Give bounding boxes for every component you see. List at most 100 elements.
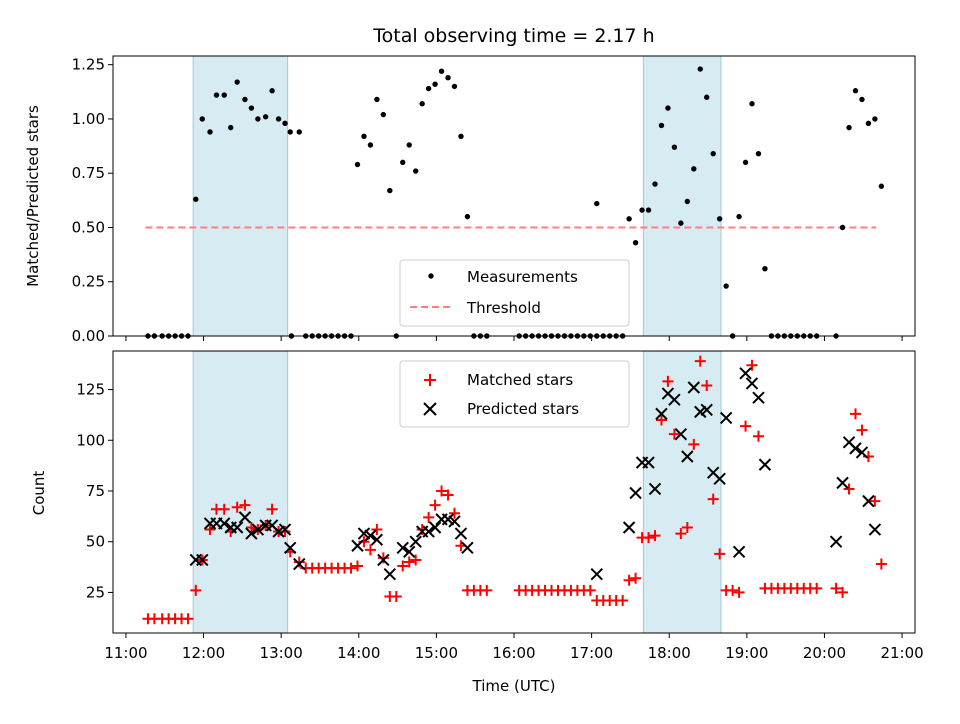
bottom-x-tick-label: 11:00 <box>104 644 147 662</box>
predicted-star-point <box>364 529 377 542</box>
measurement-point <box>269 88 275 94</box>
top-panel: 0.00 0.25 0.50 0.75 1.00 1.25 Matched/Predict… <box>24 55 916 345</box>
measurement-point <box>645 207 652 213</box>
matched-star-point <box>862 450 874 462</box>
predicted-star-point <box>739 367 752 380</box>
measurement-point <box>228 124 234 131</box>
measurement-point <box>445 75 451 81</box>
predicted-star-point <box>383 567 397 581</box>
measurement-point <box>400 159 406 166</box>
measurement-point <box>221 92 227 98</box>
predicted-star-point <box>642 456 655 469</box>
bottom-shaded-region <box>192 350 289 634</box>
predicted-star-point <box>461 541 474 554</box>
measurement-point <box>464 213 471 220</box>
bottom-x-tick-label: 15:00 <box>415 644 458 662</box>
matched-star-point <box>752 430 764 442</box>
predicted-star-point <box>422 525 435 538</box>
matched-star-point <box>668 428 680 440</box>
matched-star-point <box>707 493 719 505</box>
top-y-tick-label: 0.50 <box>72 218 105 236</box>
measurement-point <box>665 105 671 111</box>
matched-star-point <box>442 489 454 501</box>
measurement-point <box>213 92 220 98</box>
measurement-point <box>704 94 710 100</box>
matched-star-point <box>410 554 422 566</box>
measurement-point <box>865 120 872 126</box>
predicted-star-point <box>629 486 642 500</box>
predicted-star-point <box>862 494 875 508</box>
matched-star-point <box>811 582 823 594</box>
predicted-star-point <box>454 527 468 540</box>
predicted-star-point <box>655 407 668 421</box>
measurement-point <box>287 129 293 135</box>
matched-star-point <box>423 511 435 523</box>
measurement-point <box>387 187 393 194</box>
legend-marker-matched-stars <box>424 374 436 386</box>
predicted-star-point <box>829 535 843 548</box>
predicted-star-point <box>719 411 733 425</box>
matched-star-point <box>701 379 713 391</box>
measurement-point <box>419 101 425 107</box>
matched-star-point <box>436 485 448 497</box>
bottom-x-tick-label: 13:00 <box>260 644 303 662</box>
top-legend: Measurements Threshold <box>399 259 630 327</box>
measurement-point <box>755 150 762 157</box>
predicted-star-point <box>370 533 384 546</box>
bottom-legend-box <box>399 360 630 428</box>
predicted-star-point <box>409 535 422 548</box>
measurement-point <box>723 283 729 289</box>
measurement-point <box>234 79 240 85</box>
matched-star-point <box>746 359 758 371</box>
measurement-point <box>354 161 361 168</box>
predicted-star-point <box>713 472 726 486</box>
matched-star-point <box>371 524 383 536</box>
top-legend-box <box>399 259 630 327</box>
bottom-x-tick-label: 19:00 <box>725 644 768 662</box>
bottom-x-tick-label: 12:00 <box>182 644 225 662</box>
legend-label-matched-stars: Matched stars <box>467 371 573 389</box>
bottom-legend: Matched stars Predicted stars <box>399 360 630 428</box>
matched-star-point <box>675 528 687 540</box>
top-y-tick-label: 0.25 <box>72 273 105 291</box>
predicted-star-point <box>428 521 442 534</box>
measurement-point <box>458 133 464 140</box>
predicted-star-point <box>590 567 603 581</box>
matched-star-point <box>397 560 409 572</box>
matched-star-point <box>390 590 402 602</box>
matched-star-point <box>740 420 752 432</box>
chart-title: Total observing time = 2.17 h <box>372 25 654 47</box>
measurement-point <box>632 239 639 246</box>
legend-label-threshold: Threshold <box>466 299 541 317</box>
matched-star-point <box>403 556 415 568</box>
measurement-point <box>199 116 205 122</box>
measurement-point <box>242 96 248 103</box>
measurement-point <box>691 166 697 172</box>
measurement-point <box>432 81 438 87</box>
predicted-star-point <box>836 476 849 490</box>
matched-star-point <box>843 483 855 495</box>
measurement-point <box>438 68 445 74</box>
measurement-point <box>425 85 432 92</box>
matched-star-point <box>623 574 635 586</box>
measurement-point <box>412 168 419 174</box>
measurement-point <box>367 142 374 148</box>
bottom-x-tick-label: 14:00 <box>337 644 380 662</box>
matched-star-point <box>481 584 493 596</box>
predicted-star-point <box>230 521 244 534</box>
predicted-star-point <box>448 515 461 528</box>
top-y-tick-label: 1.00 <box>72 110 105 128</box>
bottom-y-tick-label: 75 <box>86 482 105 500</box>
predicted-star-point <box>681 450 694 463</box>
matched-star-point <box>617 595 629 607</box>
measurement-point <box>684 198 691 205</box>
measurement-point <box>262 114 269 120</box>
predicted-star-point <box>377 553 390 567</box>
measurement-point <box>451 83 458 90</box>
bottom-shaded-region <box>642 350 722 634</box>
measurement-point <box>296 129 302 135</box>
top-shaded-region <box>192 55 289 337</box>
legend-label-predicted-stars: Predicted stars <box>467 400 579 418</box>
matched-star-point <box>694 355 706 367</box>
